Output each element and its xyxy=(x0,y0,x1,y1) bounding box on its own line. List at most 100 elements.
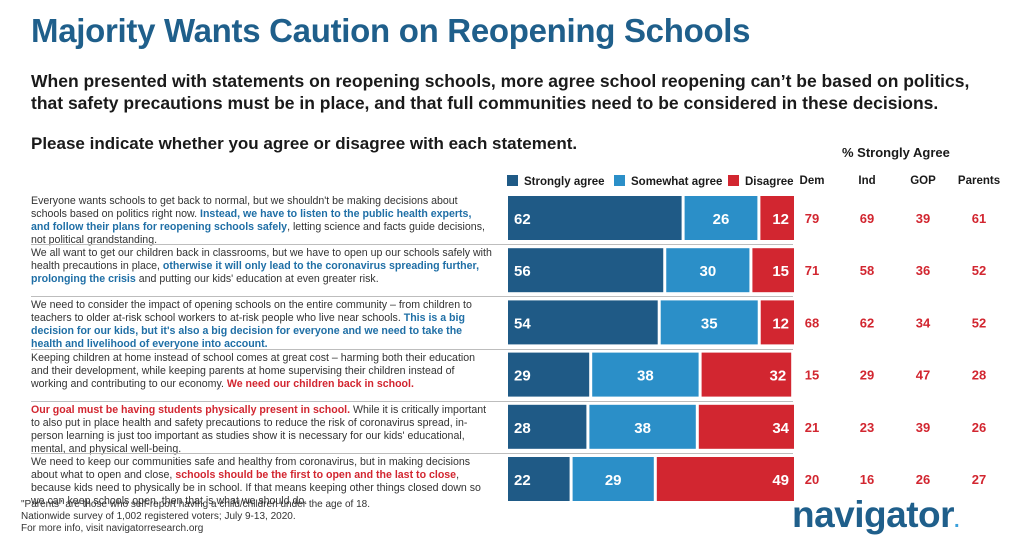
statement-highlight: Our goal must be having students physica… xyxy=(31,403,351,416)
label-disagree: 49 xyxy=(772,472,789,489)
label-disagree: 12 xyxy=(772,211,789,228)
bar-disagree xyxy=(760,300,794,345)
legend-strongly-agree: Strongly agree xyxy=(507,175,605,188)
statement-highlight: Instead, we have to listen to the public… xyxy=(31,208,472,233)
group-strongly-agree-value: 28 xyxy=(972,368,986,383)
legend-swatch-strongly-agree xyxy=(507,175,518,186)
statement-text-plain: and putting our kids' education at even … xyxy=(135,273,379,286)
row-separator xyxy=(31,348,793,350)
bar-disagree xyxy=(752,248,794,293)
label-somewhat-agree: 30 xyxy=(699,263,716,280)
statement-text-plain: Keeping children at home instead of scho… xyxy=(31,351,476,390)
statement-text-plain: Everyone wants schools to get back to no… xyxy=(31,195,458,220)
group-strongly-agree-value: 71 xyxy=(805,263,819,278)
footnotes: "Parents" are those who self-report havi… xyxy=(21,499,370,535)
column-header-ind: Ind xyxy=(858,175,876,187)
bar-somewhat-agree xyxy=(666,248,750,293)
bar-somewhat-agree xyxy=(592,352,699,397)
bar-somewhat-agree xyxy=(572,457,654,501)
bar-disagree xyxy=(701,352,792,397)
label-somewhat-agree: 26 xyxy=(713,211,730,228)
chart-subtitle: When presented with statements on reopen… xyxy=(31,71,970,113)
group-strongly-agree-value: 39 xyxy=(916,211,930,226)
statement-highlight: This is a big decision for our kids, but… xyxy=(31,312,465,351)
label-strongly-agree: 28 xyxy=(514,420,531,437)
label-disagree: 32 xyxy=(770,368,787,385)
label-somewhat-agree: 35 xyxy=(701,315,718,332)
statement-text-plain: , because kids need to physically be in … xyxy=(31,469,481,507)
bar-disagree xyxy=(698,404,794,449)
label-strongly-agree: 29 xyxy=(514,368,531,385)
statement-text: We all want to get our children back in … xyxy=(31,247,493,286)
statement-text-plain: We need to keep our communities safe and… xyxy=(31,456,471,481)
statement-text: Our goal must be having students physica… xyxy=(31,404,493,456)
label-strongly-agree: 54 xyxy=(514,315,531,332)
row-separator xyxy=(31,400,793,402)
label-somewhat-agree: 38 xyxy=(637,368,654,385)
bar-strongly-agree xyxy=(508,300,658,345)
statement-text: Everyone wants schools to get back to no… xyxy=(31,195,493,247)
footnote-methodology: Nationwide survey of 1,002 registered vo… xyxy=(21,511,296,522)
legend-label: Disagree xyxy=(745,176,794,188)
legend-disagree: Disagree xyxy=(728,175,794,188)
group-strongly-agree-value: 52 xyxy=(972,315,986,330)
group-strongly-agree-value: 69 xyxy=(860,211,874,226)
statement-text-plain: , letting science and facts guide decisi… xyxy=(31,221,485,246)
label-disagree: 15 xyxy=(772,263,789,280)
statement-text-plain: We all want to get our children back in … xyxy=(31,247,492,273)
footnote-more-info: For more info, visit navigatorresearch.o… xyxy=(21,523,204,534)
label-disagree: 34 xyxy=(772,420,789,437)
label-somewhat-agree: 29 xyxy=(605,472,622,489)
group-strongly-agree-value: 26 xyxy=(972,420,986,435)
group-strongly-agree-value: 15 xyxy=(805,368,819,383)
bar-disagree xyxy=(656,457,794,501)
group-strongly-agree-value: 36 xyxy=(916,263,930,278)
row-separator xyxy=(31,453,793,454)
column-header-gop: GOP xyxy=(910,175,936,187)
legend-swatch-somewhat-agree xyxy=(614,175,625,186)
statement-text-plain: While it is critically important to also… xyxy=(31,403,487,455)
group-strongly-agree-value: 34 xyxy=(916,315,931,330)
bar-disagree xyxy=(760,196,794,240)
column-header-dem: Dem xyxy=(799,175,825,187)
group-strongly-agree-value: 58 xyxy=(860,263,874,278)
survey-question: Please indicate whether you agree or dis… xyxy=(31,134,578,153)
group-strongly-agree-value: 16 xyxy=(860,472,874,487)
group-strongly-agree-value: 62 xyxy=(860,315,874,330)
group-strongly-agree-value: 27 xyxy=(972,472,986,487)
bar-strongly-agree xyxy=(508,196,682,240)
navigator-logo: navigator. xyxy=(792,494,960,536)
legend-somewhat-agree: Somewhat agree xyxy=(614,175,722,188)
group-strongly-agree-value: 26 xyxy=(916,472,930,487)
bar-strongly-agree xyxy=(508,248,664,293)
group-strongly-agree-value: 47 xyxy=(916,368,930,383)
legend-swatch-disagree xyxy=(728,175,739,186)
logo-dot: . xyxy=(954,510,960,532)
group-strongly-agree-value: 20 xyxy=(805,472,819,487)
chart-title: Majority Wants Caution on Reopening Scho… xyxy=(31,12,751,49)
statement-text: We need to consider the impact of openin… xyxy=(31,299,493,351)
group-strongly-agree-value: 29 xyxy=(860,368,874,383)
bar-strongly-agree xyxy=(508,457,570,501)
bar-strongly-agree xyxy=(508,404,587,449)
statement-highlight: schools should be the first to open and … xyxy=(175,469,457,481)
column-header-parents: Parents xyxy=(957,175,1001,187)
label-disagree: 12 xyxy=(772,315,789,332)
bar-somewhat-agree xyxy=(660,300,758,345)
statement-text: We need to keep our communities safe and… xyxy=(31,456,493,508)
group-strongly-agree-value: 39 xyxy=(916,420,930,435)
statement-highlight: We need our children back in school. xyxy=(226,377,414,390)
legend-label: Strongly agree xyxy=(524,176,605,188)
label-strongly-agree: 62 xyxy=(514,211,531,228)
bar-somewhat-agree xyxy=(589,404,696,449)
label-strongly-agree: 22 xyxy=(514,472,531,489)
bar-strongly-agree xyxy=(508,352,590,397)
bar-somewhat-agree xyxy=(684,196,758,240)
statement-text: Keeping children at home instead of scho… xyxy=(31,352,493,391)
row-separator xyxy=(31,296,793,298)
group-strongly-agree-value: 21 xyxy=(805,420,819,435)
group-strongly-agree-value: 52 xyxy=(972,263,986,278)
row-separator xyxy=(31,244,793,246)
statement-highlight: otherwise it will only lead to the coron… xyxy=(31,260,480,286)
